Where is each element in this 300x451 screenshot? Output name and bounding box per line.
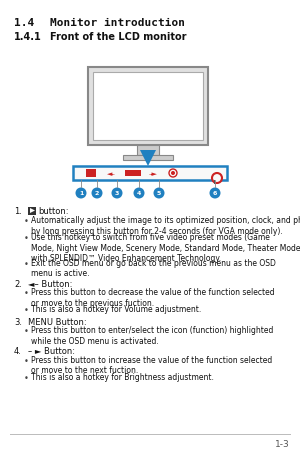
FancyBboxPatch shape	[137, 146, 159, 156]
Text: button:: button:	[38, 207, 68, 216]
Text: •: •	[24, 306, 29, 315]
Text: This is also a hotkey for Brightness adjustment.: This is also a hotkey for Brightness adj…	[31, 372, 214, 381]
FancyBboxPatch shape	[28, 207, 36, 215]
Text: •: •	[24, 234, 29, 243]
Circle shape	[134, 188, 145, 199]
Text: Press this button to decrease the value of the function selected
or move to the : Press this button to decrease the value …	[31, 288, 274, 307]
Text: 3: 3	[115, 191, 119, 196]
Text: 3.: 3.	[14, 318, 22, 326]
Text: •: •	[24, 373, 29, 382]
FancyBboxPatch shape	[125, 170, 141, 177]
FancyBboxPatch shape	[93, 73, 203, 141]
Text: 6: 6	[213, 191, 217, 196]
Text: Monitor introduction: Monitor introduction	[50, 18, 185, 28]
FancyBboxPatch shape	[123, 156, 173, 161]
Text: –►: –►	[148, 170, 158, 177]
Polygon shape	[30, 208, 35, 213]
Text: 4: 4	[137, 191, 141, 196]
Circle shape	[169, 170, 177, 178]
Text: 1.4: 1.4	[14, 18, 34, 28]
Text: Automatically adjust the image to its optimized position, clock, and phase
by lo: Automatically adjust the image to its op…	[31, 216, 300, 235]
Text: •: •	[24, 289, 29, 298]
Text: 1.: 1.	[14, 207, 22, 216]
Circle shape	[209, 188, 220, 199]
Text: 4.: 4.	[14, 347, 22, 356]
Text: MENU Button:: MENU Button:	[28, 318, 87, 326]
Text: 5: 5	[157, 191, 161, 196]
Text: Press this button to increase the value of the function selected
or move to the : Press this button to increase the value …	[31, 355, 272, 375]
FancyBboxPatch shape	[88, 68, 208, 146]
Circle shape	[154, 188, 164, 199]
Text: – ► Button:: – ► Button:	[28, 347, 75, 356]
Text: ◄– Button:: ◄– Button:	[28, 279, 72, 288]
Text: Exit the OSD menu or go back to the previous menu as the OSD
menu is active.: Exit the OSD menu or go back to the prev…	[31, 258, 276, 278]
Circle shape	[112, 188, 122, 199]
Text: This is also a hotkey for Volume adjustment.: This is also a hotkey for Volume adjustm…	[31, 305, 201, 314]
Text: 2.: 2.	[14, 279, 22, 288]
Text: •: •	[24, 217, 29, 226]
FancyBboxPatch shape	[86, 170, 96, 178]
Text: 1: 1	[79, 191, 83, 196]
Text: Front of the LCD monitor: Front of the LCD monitor	[50, 32, 187, 42]
Text: •: •	[24, 356, 29, 365]
Text: 2: 2	[95, 191, 99, 196]
Circle shape	[92, 188, 103, 199]
Text: 1-3: 1-3	[275, 439, 290, 448]
Text: Use this hotkey to switch from five video preset modes (Game
Mode, Night View Mo: Use this hotkey to switch from five vide…	[31, 233, 300, 263]
Circle shape	[76, 188, 86, 199]
Circle shape	[212, 174, 222, 184]
FancyBboxPatch shape	[73, 166, 227, 180]
Text: •: •	[24, 259, 29, 268]
Text: 1.4.1: 1.4.1	[14, 32, 42, 42]
Text: ◄–: ◄–	[106, 170, 116, 177]
Polygon shape	[140, 151, 156, 166]
Circle shape	[171, 172, 175, 175]
Text: Press this button to enter/select the icon (function) highlighted
while the OSD : Press this button to enter/select the ic…	[31, 326, 273, 345]
Text: •: •	[24, 327, 29, 336]
